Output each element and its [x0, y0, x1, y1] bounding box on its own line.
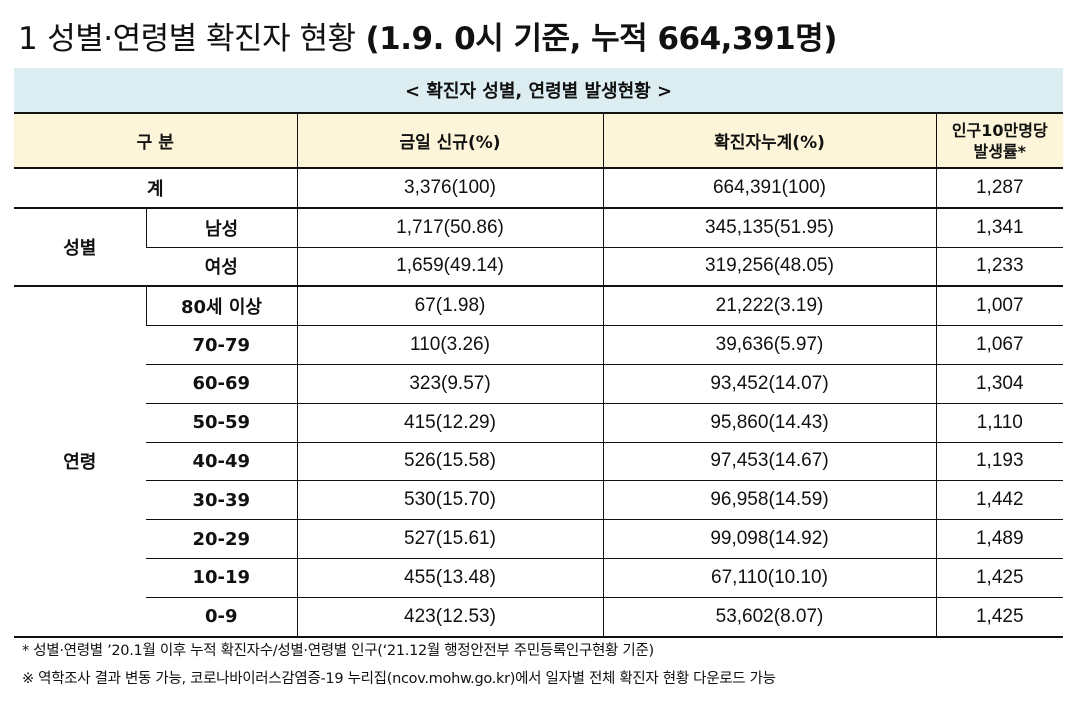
cell-cumulative: 99,098(14.92) — [602, 519, 936, 559]
row-label: 70-79 — [146, 325, 297, 365]
cell-rate: 1,007 — [935, 286, 1064, 327]
cell-new-today: 455(13.48) — [296, 558, 603, 598]
cell-new-today: 67(1.98) — [296, 286, 603, 327]
cell-rate: 1,425 — [935, 597, 1064, 638]
row-label: 40-49 — [146, 442, 297, 482]
cell-rate: 1,489 — [935, 519, 1064, 559]
row-label: 10-19 — [146, 558, 297, 598]
table-row-age: 60-69 323(9.57) 93,452(14.07) 1,304 — [14, 364, 1064, 404]
row-label: 30-39 — [146, 480, 297, 521]
table-row-age: 연령 80세 이상 67(1.98) 21,222(3.19) 1,007 — [14, 286, 1064, 638]
row-label: 50-59 — [146, 403, 297, 443]
page-title: 1 성별·연령별 확진자 현황 (1.9. 0시 기준, 누적 664,391명) — [18, 14, 837, 64]
cell-new-today: 3,376(100) — [296, 168, 603, 209]
cell-new-today: 526(15.58) — [296, 442, 603, 482]
cell-rate: 1,287 — [935, 168, 1064, 209]
confirmed-cases-table: < 확진자 성별, 연령별 발생현황 > 구 분 금일 신규(%) 확진자누계(… — [14, 68, 1064, 638]
cell-rate: 1,233 — [935, 247, 1064, 288]
header-new-today: 금일 신규(%) — [296, 113, 603, 169]
header-rate-line1: 인구10만명당 — [951, 120, 1048, 140]
table-caption: < 확진자 성별, 연령별 발생현황 > — [14, 68, 1064, 114]
row-label: 여성 — [146, 247, 297, 288]
table-row-female: 여성 1,659(49.14) 319,256(48.05) 1,233 — [14, 247, 1064, 288]
section-number: 1 — [18, 21, 38, 57]
cell-cumulative: 95,860(14.43) — [602, 403, 936, 443]
row-label: 남성 — [145, 207, 297, 248]
cell-cumulative: 53,602(8.07) — [602, 597, 936, 638]
cell-new-today: 423(12.53) — [296, 597, 603, 638]
cell-new-today: 1,659(49.14) — [296, 247, 603, 288]
row-label: 20-29 — [146, 519, 297, 559]
cell-cumulative: 664,391(100) — [602, 168, 936, 209]
cell-cumulative: 319,256(48.05) — [602, 247, 936, 288]
cell-cumulative: 97,453(14.67) — [602, 442, 936, 482]
table-row-male: 성별 남성 1,717(50.86) 345,135(51.95) 1,341 — [14, 207, 1064, 288]
group-label-age: 연령 — [14, 286, 146, 638]
group-label-sex: 성별 — [14, 207, 146, 288]
cell-new-today: 527(15.61) — [296, 519, 603, 559]
cell-new-today: 530(15.70) — [296, 480, 603, 521]
table-row-age: 70-79 110(3.26) 39,636(5.97) 1,067 — [14, 325, 1064, 365]
header-rate-line2: 발생률* — [973, 141, 1027, 161]
row-label: 80세 이상 — [145, 286, 297, 327]
confirmed-cases-table-wrap: < 확진자 성별, 연령별 발생현황 > 구 분 금일 신규(%) 확진자누계(… — [14, 68, 1064, 638]
footnote-download: ※ 역학조사 결과 변동 가능, 코로나바이러스감염증-19 누리집(ncov.… — [22, 671, 776, 687]
cell-new-today: 323(9.57) — [296, 364, 603, 404]
cell-new-today: 1,717(50.86) — [296, 207, 603, 248]
cell-rate: 1,110 — [935, 403, 1064, 443]
row-label: 0-9 — [146, 597, 297, 638]
table-row-age: 10-19 455(13.48) 67,110(10.10) 1,425 — [14, 558, 1064, 598]
table-row-age: 40-49 526(15.58) 97,453(14.67) 1,193 — [14, 442, 1064, 482]
title-subtitle: (1.9. 0시 기준, 누적 664,391명) — [365, 21, 838, 57]
cell-rate: 1,425 — [935, 558, 1064, 598]
cell-rate: 1,067 — [935, 325, 1064, 365]
cell-new-today: 415(12.29) — [296, 403, 603, 443]
footnote-population: * 성별·연령별 ’20.1월 이후 누적 확진자수/성별·연령별 인구(‘21… — [22, 643, 654, 659]
cell-rate: 1,341 — [935, 207, 1064, 248]
row-label-total: 계 — [14, 168, 297, 209]
cell-cumulative: 39,636(5.97) — [602, 325, 936, 365]
cell-cumulative: 93,452(14.07) — [602, 364, 936, 404]
table-row-age: 30-39 530(15.70) 96,958(14.59) 1,442 — [14, 480, 1064, 521]
cell-rate: 1,193 — [935, 442, 1064, 482]
cell-cumulative: 21,222(3.19) — [602, 286, 936, 327]
table-row-age: 20-29 527(15.61) 99,098(14.92) 1,489 — [14, 519, 1064, 559]
header-category: 구 분 — [14, 113, 297, 169]
header-cumulative: 확진자누계(%) — [602, 113, 936, 169]
cell-rate: 1,442 — [935, 480, 1064, 521]
cell-new-today: 110(3.26) — [296, 325, 603, 365]
title-main: 성별·연령별 확진자 현황 — [47, 21, 356, 57]
cell-cumulative: 67,110(10.10) — [602, 558, 936, 598]
footnotes: * 성별·연령별 ’20.1월 이후 누적 확진자수/성별·연령별 인구(‘21… — [22, 637, 1062, 693]
cell-cumulative: 345,135(51.95) — [602, 207, 936, 248]
header-rate: 인구10만명당 발생률* — [935, 113, 1064, 169]
cell-rate: 1,304 — [935, 364, 1064, 404]
cell-cumulative: 96,958(14.59) — [602, 480, 936, 521]
row-label: 60-69 — [146, 364, 297, 404]
table-row-total: 계 3,376(100) 664,391(100) 1,287 — [14, 168, 1064, 209]
table-row-age: 50-59 415(12.29) 95,860(14.43) 1,110 — [14, 403, 1064, 443]
table-row-age: 0-9 423(12.53) 53,602(8.07) 1,425 — [14, 597, 1064, 638]
